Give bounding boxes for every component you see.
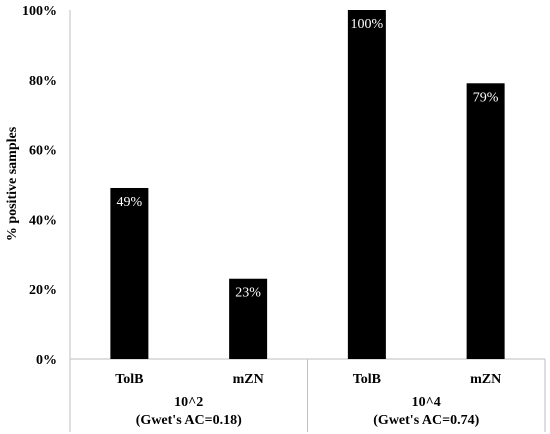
data-label: 79% — [473, 90, 499, 105]
y-tick-label: 80% — [29, 74, 57, 89]
group-sublabel: (Gwet's AC=0.74) — [373, 413, 479, 428]
data-label: 49% — [117, 195, 143, 210]
category-label: TolB — [115, 372, 143, 387]
category-label: mZN — [470, 372, 501, 387]
y-tick-label: 40% — [29, 213, 57, 228]
y-axis-ticks: 0% 20% 40% 60% 80% 100% — [22, 4, 57, 368]
data-label: 23% — [235, 286, 261, 301]
bar — [466, 83, 505, 359]
group-sublabel: (Gwet's AC=0.18) — [136, 413, 242, 428]
category-label: mZN — [233, 372, 264, 387]
bars — [110, 10, 505, 359]
y-tick-label: 20% — [29, 283, 57, 298]
category-label: TolB — [353, 372, 381, 387]
data-labels: 49% 23% 100% 79% — [117, 17, 499, 301]
x-axis-categories: TolB mZN 10^2 (Gwet's AC=0.18) TolB mZN 10^4 (G… — [115, 372, 501, 428]
bar — [347, 10, 386, 359]
y-tick-label: 100% — [22, 4, 57, 19]
y-tick-label: 60% — [29, 144, 57, 159]
y-tick-label: 0% — [36, 353, 57, 368]
bar — [229, 278, 268, 359]
y-axis-title: % positive samples — [5, 126, 20, 241]
data-label: 100% — [351, 17, 384, 32]
axes — [69, 10, 546, 432]
bar — [110, 187, 149, 359]
group-label: 10^4 — [412, 395, 441, 410]
group-label: 10^2 — [174, 395, 203, 410]
